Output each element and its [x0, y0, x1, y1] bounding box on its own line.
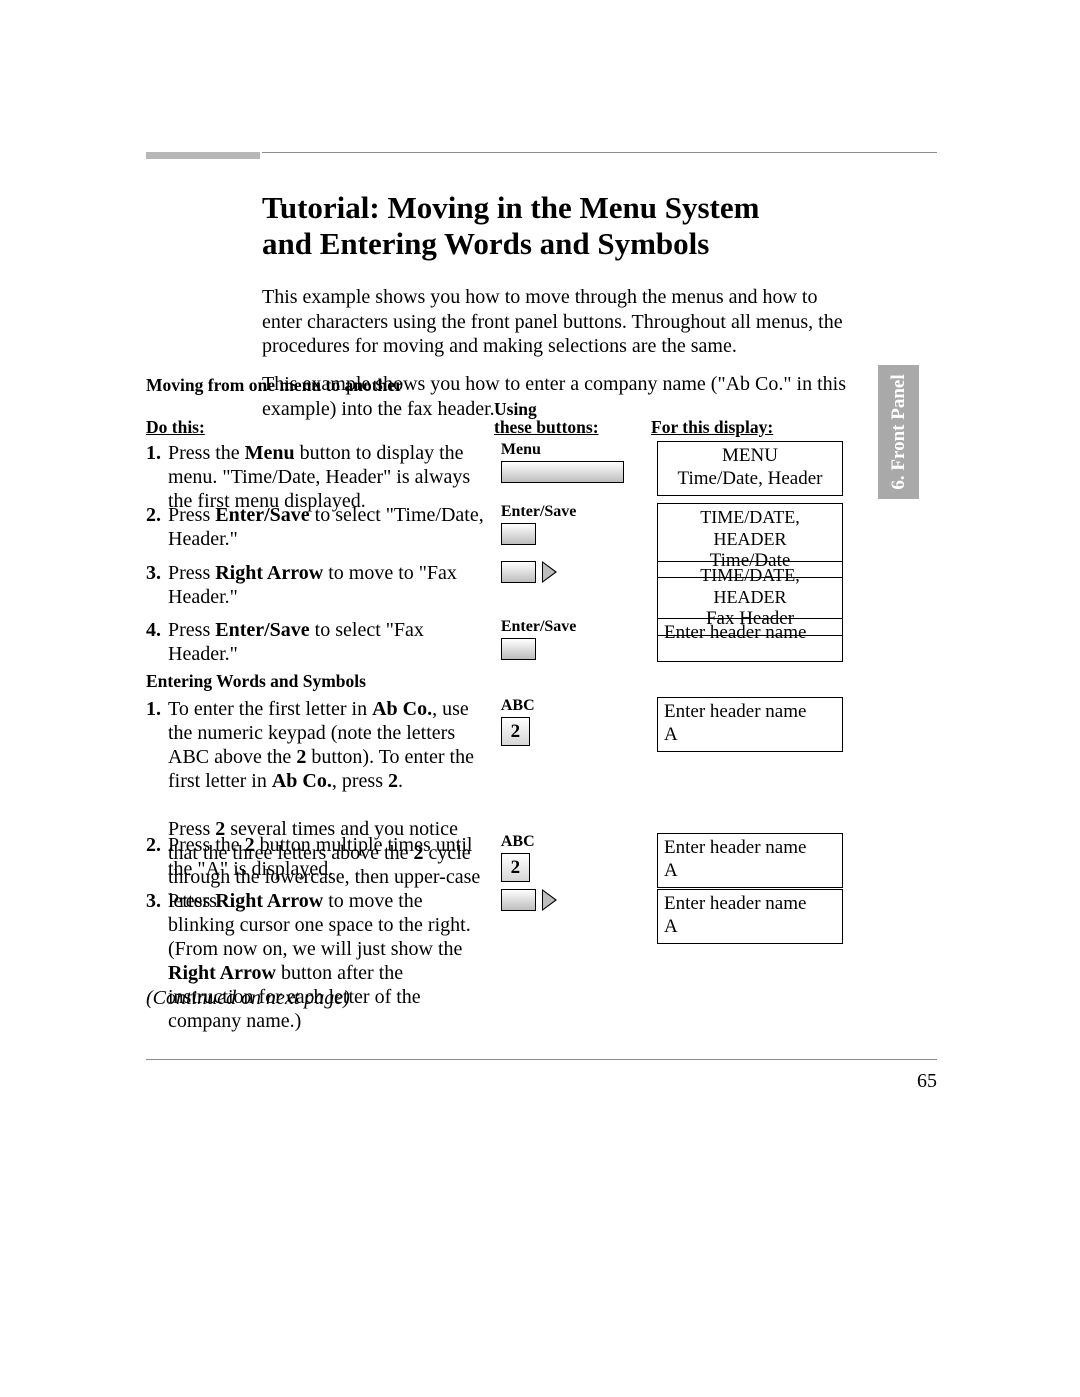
- keypad-2-button[interactable]: 2: [501, 853, 530, 882]
- button-cell: [501, 889, 657, 916]
- t: Ab Co.: [372, 698, 432, 720]
- button-cell: ABC 2: [501, 833, 657, 882]
- content-column: Tutorial: Moving in the Menu System and …: [262, 190, 852, 435]
- t: Press the: [168, 442, 245, 464]
- enter-save-button[interactable]: [501, 523, 536, 545]
- col-header-do-this: Do this:: [146, 417, 205, 438]
- display-line-2: A: [664, 916, 836, 939]
- display-line-1: TIME/DATE, HEADER: [664, 565, 836, 608]
- display-box: MENU Time/Date, Header: [657, 441, 843, 496]
- display-cell: Enter header name A: [657, 697, 843, 752]
- page-title: Tutorial: Moving in the Menu System and …: [262, 190, 852, 261]
- display-line-1: TIME/DATE, HEADER: [664, 507, 836, 550]
- display-cell: Enter header name A: [657, 833, 843, 888]
- t: Right Arrow: [215, 890, 323, 912]
- page-number: 65: [146, 1070, 937, 1093]
- t: Press: [168, 890, 215, 912]
- step-text: 4. Press Enter/Save to select "Fax Heade…: [146, 618, 501, 666]
- display-line-2: A: [664, 860, 836, 883]
- t: , press: [332, 770, 388, 792]
- top-rule-thin: [262, 152, 937, 153]
- t: 2: [245, 834, 255, 856]
- step-text: 3. Press Right Arrow to move to "Fax Hea…: [146, 561, 501, 609]
- button-cell: Enter/Save: [501, 618, 657, 660]
- t: Right Arrow: [215, 562, 323, 584]
- display-line-2: Time/Date, Header: [664, 468, 836, 491]
- display-box: Enter header name A: [657, 697, 843, 752]
- button-cell: [501, 561, 657, 588]
- bottom-rule: [146, 1059, 937, 1060]
- display-line-1: Enter header name: [664, 622, 836, 645]
- right-arrow-button[interactable]: [501, 889, 536, 911]
- step-row: 3. Press Right Arrow to move the blinkin…: [146, 889, 843, 1033]
- button-label-menu: Menu: [501, 441, 657, 459]
- col-header-using-l2: these buttons:: [494, 417, 599, 438]
- button-cell: ABC 2: [501, 697, 657, 746]
- display-cell: Enter header name A: [657, 889, 843, 944]
- t: Press the: [168, 834, 245, 856]
- t: 2: [388, 770, 398, 792]
- page: 6. Front Panel Tutorial: Moving in the M…: [0, 0, 1080, 1397]
- right-arrow-icon: [542, 561, 557, 583]
- step-row: 4. Press Enter/Save to select "Fax Heade…: [146, 618, 843, 666]
- title-line-2: and Entering Words and Symbols: [262, 226, 709, 261]
- t: Ab Co.: [272, 770, 332, 792]
- button-label-enter-save: Enter/Save: [501, 618, 657, 636]
- t: To enter the first letter in: [168, 698, 372, 720]
- right-arrow-icon: [542, 889, 557, 911]
- display-box: Enter header name A: [657, 833, 843, 888]
- button-cell: Menu: [501, 441, 657, 483]
- enter-save-button[interactable]: [501, 638, 536, 660]
- button-label-enter-save: Enter/Save: [501, 503, 657, 521]
- display-line-1: MENU: [664, 445, 836, 468]
- display-line-1: Enter header name: [664, 893, 836, 916]
- step-text: 2. Press the 2 button multiple times unt…: [146, 833, 501, 881]
- t: Press: [168, 619, 215, 641]
- step-row: 2. Press the 2 button multiple times unt…: [146, 833, 843, 888]
- t: Menu: [245, 442, 295, 464]
- display-line-2: A: [664, 724, 836, 747]
- step-text: 2. Press Enter/Save to select "Time/Date…: [146, 503, 501, 551]
- side-tab-label: 6. Front Panel: [888, 374, 910, 489]
- step-text: 3. Press Right Arrow to move the blinkin…: [146, 889, 501, 1033]
- button-label-abc: ABC: [501, 833, 657, 851]
- display-box: Enter header name: [657, 618, 843, 662]
- continued-note: (Continued on next page): [146, 987, 350, 1010]
- keypad-2-button[interactable]: 2: [501, 717, 530, 746]
- t: Right Arrow: [168, 962, 276, 984]
- display-line-1: Enter header name: [664, 701, 836, 724]
- display-cell: Enter header name: [657, 618, 843, 662]
- display-box: Enter header name A: [657, 889, 843, 944]
- display-cell: MENU Time/Date, Header: [657, 441, 843, 496]
- section-heading-moving: Moving from one menu to another: [146, 375, 403, 396]
- t: Enter/Save: [215, 619, 309, 641]
- section-heading-entering: Entering Words and Symbols: [146, 671, 366, 692]
- t: Press: [168, 562, 215, 584]
- side-tab: 6. Front Panel: [878, 365, 919, 499]
- top-rule-thick: [146, 152, 260, 159]
- button-label-abc: ABC: [501, 697, 657, 715]
- t: .: [398, 770, 403, 792]
- intro-paragraph-1: This example shows you how to move throu…: [262, 285, 852, 358]
- t: 2: [296, 746, 306, 768]
- title-line-1: Tutorial: Moving in the Menu System: [262, 190, 759, 225]
- button-cell: Enter/Save: [501, 503, 657, 545]
- display-line-1: Enter header name: [664, 837, 836, 860]
- right-arrow-button[interactable]: [501, 561, 536, 583]
- col-header-display: For this display:: [651, 417, 773, 438]
- t: Enter/Save: [215, 504, 309, 526]
- menu-button[interactable]: [501, 461, 624, 483]
- t: Press: [168, 504, 215, 526]
